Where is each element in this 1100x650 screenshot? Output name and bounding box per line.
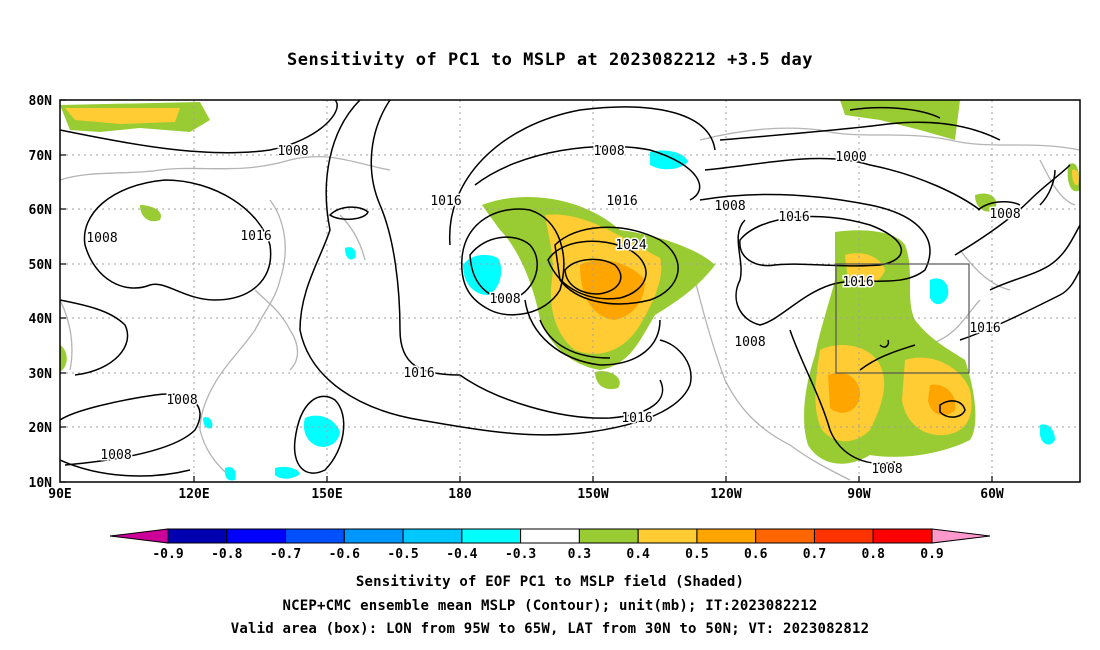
mslp-contours [60, 100, 1080, 477]
contour-label: 1016 [606, 194, 637, 209]
lat-label: 80N [29, 94, 53, 109]
colorbar-label: 0.9 [920, 547, 943, 562]
lon-label: 150E [311, 487, 342, 502]
lat-label: 60N [29, 203, 53, 218]
colorbar-swatch [578, 528, 639, 544]
colorbar-swatch [637, 528, 698, 544]
colorbar-label: 0.5 [685, 547, 708, 562]
contour-label: 1008 [489, 292, 520, 307]
contour-label: 1008 [166, 393, 197, 408]
caption-line-1: Sensitivity of EOF PC1 to MSLP field (Sh… [355, 574, 745, 590]
contour-label: 1008 [277, 144, 308, 159]
colorbar-label: 0.3 [568, 547, 591, 562]
lon-label: 60W [980, 487, 1004, 502]
caption-line-3: Valid area (box): LON from 95W to 65W, L… [230, 621, 870, 637]
lat-label: 20N [29, 421, 53, 436]
colorbar-label: -0.5 [387, 547, 418, 562]
contour-label: 1016 [240, 229, 271, 244]
lon-label: 180 [448, 487, 472, 502]
colorbar-swatch [520, 528, 580, 544]
lat-label: 30N [29, 367, 53, 382]
lat-label: 40N [29, 312, 53, 327]
lon-label: 120E [178, 487, 209, 502]
sensitivity-shading [60, 100, 1080, 481]
contour-label: 1016 [403, 366, 434, 381]
colorbar-swatch [813, 528, 874, 544]
colorbar-label: -0.6 [329, 547, 360, 562]
lon-label: 150W [577, 487, 608, 502]
colorbar-label: -0.3 [505, 547, 536, 562]
contour-label: 1016 [778, 210, 809, 225]
contour-label: 1008 [871, 462, 902, 477]
lat-label: 10N [29, 476, 53, 491]
lat-lon-grid [60, 100, 1080, 482]
colorbar-arrow-low [109, 528, 169, 544]
map-title: Sensitivity of PC1 to MSLP at 2023082212… [286, 50, 813, 70]
colorbar-arrow-high [931, 528, 991, 544]
contour-label: 1000 [835, 150, 866, 165]
caption-line-2: NCEP+CMC ensemble mean MSLP (Contour); u… [282, 598, 818, 614]
lat-label: 50N [29, 258, 53, 273]
contour-label: 1008 [593, 144, 624, 159]
colorbar-label: -0.7 [270, 547, 301, 562]
contour-label: 1008 [714, 199, 745, 214]
contour-labels: 1008 1008 1008 1008 1008 1008 1008 1008 … [85, 143, 1022, 479]
colorbar-swatch [402, 528, 463, 544]
colorbar-swatch [696, 528, 757, 544]
colorbar-swatch [167, 528, 228, 544]
colorbar-label: 0.4 [626, 547, 650, 562]
colorbar-label: 0.7 [803, 547, 826, 562]
lon-label: 90E [48, 487, 71, 502]
colorbar-swatch [755, 528, 815, 544]
contour-label: 1016 [969, 321, 1000, 336]
contour-label: 1008 [100, 448, 131, 463]
valid-area-box [835, 263, 970, 374]
colorbar-label: -0.8 [211, 547, 242, 562]
contour-label: 1008 [734, 335, 765, 350]
map-frame [59, 99, 1081, 483]
contour-label: 1016 [621, 411, 652, 426]
colorbar-label: -0.4 [446, 547, 477, 562]
colorbar-label: -0.9 [152, 547, 183, 562]
colorbar-swatch [226, 528, 287, 544]
colorbar-swatch [343, 528, 404, 544]
contour-label: 1016 [430, 194, 461, 209]
colorbar: -0.9 -0.8 -0.7 -0.6 -0.5 -0.4 -0.3 0.3 0.4 0.5 0.6… [109, 528, 991, 562]
colorbar-swatch [285, 528, 345, 544]
lon-label: 120W [710, 487, 741, 502]
colorbar-label: 0.8 [861, 547, 885, 562]
colorbar-swatch [461, 528, 522, 544]
contour-label: 1016 [842, 275, 873, 290]
axis-ticks [60, 99, 993, 483]
lat-label: 70N [29, 149, 53, 164]
colorbar-label: 0.6 [744, 547, 768, 562]
colorbar-swatch [872, 528, 933, 544]
lon-label: 90W [847, 487, 871, 502]
contour-label: 1008 [86, 231, 117, 246]
contour-label: 1024 [615, 238, 646, 253]
contour-label: 1008 [989, 207, 1020, 222]
